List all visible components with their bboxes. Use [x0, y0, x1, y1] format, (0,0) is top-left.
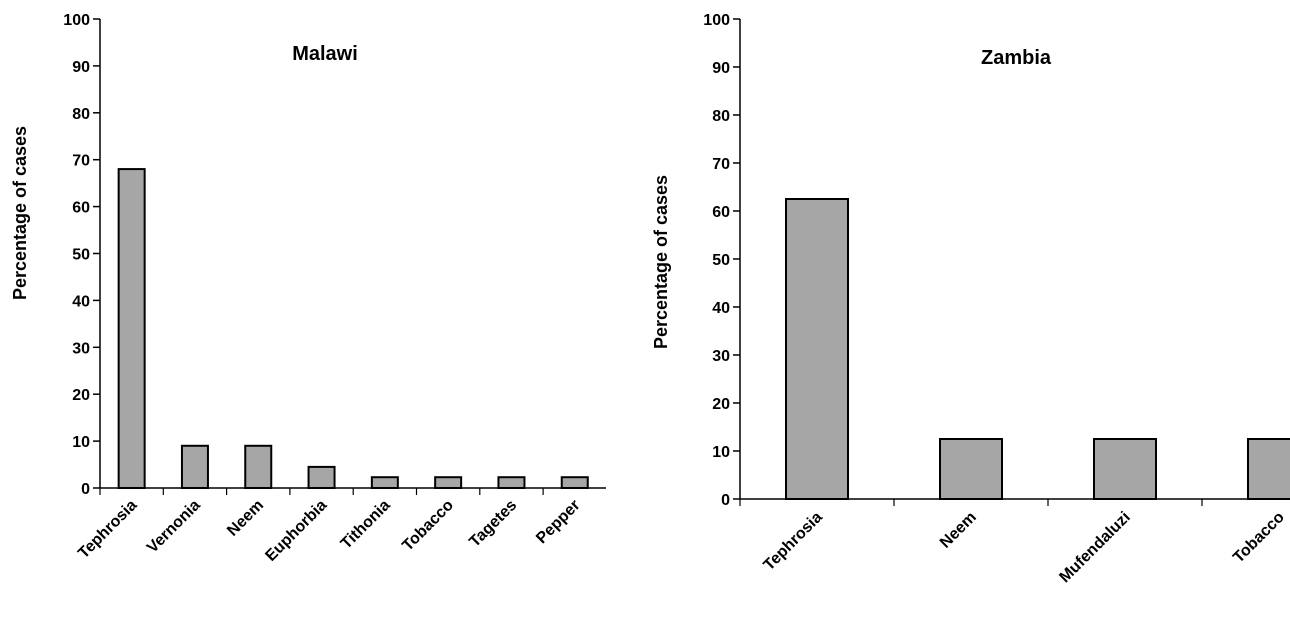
- malawi-y-tick-label: 70: [72, 153, 90, 170]
- zambia-y-tick-label: 40: [712, 300, 730, 317]
- zambia-y-tick-label: 50: [712, 252, 730, 269]
- malawi-y-tick-label: 40: [72, 293, 90, 310]
- zambia-category-label: Tephrosia: [761, 509, 826, 574]
- malawi-category-label: Vernonia: [144, 497, 204, 557]
- malawi-y-tick-label: 90: [72, 59, 90, 76]
- zambia-bar: [785, 198, 849, 500]
- zambia-chart: Zambia Percentage of cases 0 10 20 30 40 50 60…: [651, 12, 1290, 586]
- malawi-chart-title: Malawi: [292, 43, 358, 65]
- zambia-bar: [1093, 438, 1157, 500]
- malawi-y-tick-label: 60: [72, 200, 90, 217]
- zambia-y-tick-label: 80: [712, 108, 730, 125]
- malawi-y-tick-label: 30: [72, 340, 90, 357]
- malawi-bar: [560, 476, 589, 490]
- malawi-y-tick-label: 100: [63, 12, 90, 29]
- malawi-y-tick-label: 80: [72, 106, 90, 123]
- zambia-y-axis-title: Percentage of cases: [651, 175, 671, 349]
- zambia-bar: [939, 438, 1003, 500]
- malawi-y-tick-label: 50: [72, 247, 90, 264]
- zambia-category-label: Tobacco: [1230, 509, 1288, 567]
- zambia-y-tick-label: 0: [721, 492, 730, 509]
- malawi-category-label: Neem: [224, 497, 267, 540]
- malawi-bar: [307, 465, 336, 489]
- malawi-category-label: Euphorbia: [262, 497, 330, 565]
- zambia-y-tick-label: 90: [712, 60, 730, 77]
- malawi-y-tick-label: 10: [72, 434, 90, 451]
- zambia-y-tick-label: 70: [712, 156, 730, 173]
- malawi-category-label: Tephrosia: [75, 497, 140, 562]
- malawi-bar: [117, 168, 146, 490]
- malawi-y-axis-title: Percentage of cases: [10, 126, 30, 300]
- zambia-y-tick-label: 10: [712, 444, 730, 461]
- malawi-bar: [497, 476, 526, 490]
- malawi-category-label: Tagetes: [466, 497, 520, 551]
- zambia-category-label: Mufendaluzi: [1056, 509, 1133, 586]
- zambia-y-tick-label: 20: [712, 396, 730, 413]
- malawi-chart: Malawi Percentage of cases 0 10 20 30 40 50 60…: [10, 12, 606, 565]
- malawi-bar: [244, 444, 273, 490]
- malawi-bar: [434, 476, 463, 490]
- malawi-category-label: Pepper: [533, 497, 583, 547]
- malawi-category-label: Tithonia: [338, 497, 394, 553]
- malawi-bar: [180, 444, 209, 490]
- zambia-y-tick-label: 30: [712, 348, 730, 365]
- malawi-category-label: Tobacco: [399, 497, 457, 555]
- malawi-y-tick-label: 0: [81, 481, 90, 498]
- zambia-bar: [1247, 438, 1290, 500]
- zambia-category-label: Neem: [937, 509, 980, 552]
- zambia-chart-title: Zambia: [981, 47, 1052, 69]
- malawi-y-tick-label: 20: [72, 387, 90, 404]
- zambia-y-tick-label: 100: [703, 12, 730, 29]
- zambia-y-tick-label: 60: [712, 204, 730, 221]
- malawi-bar: [370, 476, 399, 490]
